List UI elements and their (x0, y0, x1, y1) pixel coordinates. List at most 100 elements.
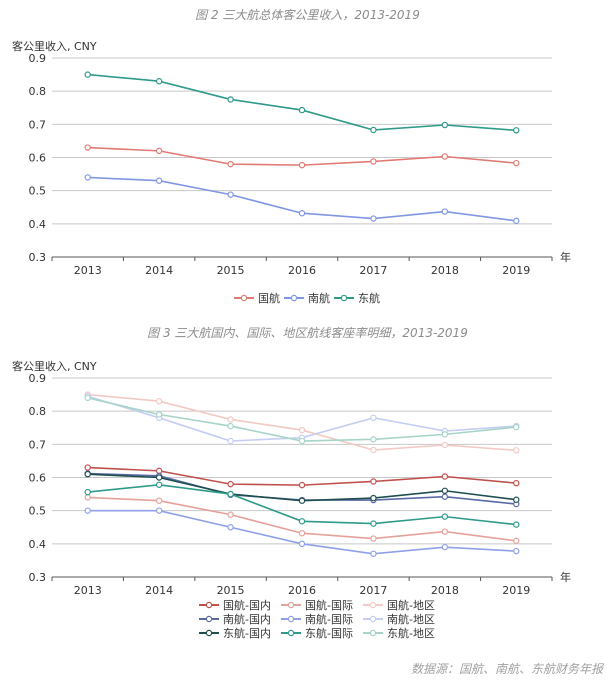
chart1-xtick-label: 2016 (288, 264, 316, 277)
chart2-xtick-label: 2015 (217, 584, 245, 597)
chart2-data-point (84, 507, 91, 514)
chart1-data-point (84, 71, 91, 78)
chart2-data-point (370, 414, 377, 422)
chart1-data-point (370, 158, 377, 165)
chart2-legend-marker (369, 629, 377, 637)
chart1-data-point (441, 121, 449, 129)
chart2-ytick-label: 0.7 (29, 438, 47, 451)
chart2-data-point (298, 518, 306, 525)
chart2-data-point (155, 411, 163, 418)
chart2-data-point (513, 447, 520, 454)
chart1-data-point (84, 174, 91, 181)
chart2-data-point (227, 490, 234, 498)
chart2-data-point (298, 497, 306, 504)
chart2-data-point (298, 426, 306, 434)
chart1-data-point (227, 160, 234, 168)
chart1-legend-marker (340, 294, 348, 302)
chart2-data-point (84, 494, 91, 501)
chart2-data-point (155, 474, 163, 481)
chart2-ytick-label: 0.3 (29, 571, 47, 584)
chart2-legend-label: 国航-地区 (387, 598, 435, 612)
chart2-data-point (227, 416, 234, 423)
chart1-legend-label: 南航 (308, 291, 330, 305)
chart2-data-point (370, 535, 377, 542)
chart2-data-point (370, 520, 377, 527)
chart1-data-point (513, 159, 520, 167)
chart2-xtick-label: 2016 (288, 584, 316, 597)
chart1-data-point (155, 177, 163, 184)
chart2-legend-label: 东航-国际 (305, 626, 353, 640)
chart2-ytick-label: 0.6 (29, 472, 47, 485)
chart2-legend-label: 南航-地区 (387, 612, 435, 626)
chart2-data-point (227, 511, 234, 518)
chart1-data-point (227, 96, 234, 103)
chart2-data-point (155, 481, 163, 488)
chart1-ytick-label: 0.5 (29, 185, 47, 198)
chart2-ylabel: 客公里收入, CNY (12, 359, 97, 373)
chart2-legend-marker (205, 615, 213, 623)
chart1-xtick-label: 2017 (359, 264, 387, 277)
chart2-data-point (370, 550, 377, 557)
chart2-data-point (298, 540, 306, 548)
chart1-data-point (298, 106, 306, 114)
chart2-legend-label: 国航-国内 (223, 598, 271, 612)
chart2-ytick-label: 0.4 (29, 538, 47, 551)
chart1-ytick-label: 0.4 (29, 218, 47, 231)
chart2: 客公里收入, CNY 0.3 0.4 0.5 0.6 0.7 0.8 0.9 2013 2014 2… (12, 359, 571, 640)
source-note: 数据源：国航、南航、东航财务年报 (410, 662, 603, 676)
chart1-data-point (513, 217, 520, 225)
chart2-data-point (513, 537, 520, 545)
chart1-xtick-label: 2018 (431, 264, 459, 277)
chart1-ylabel: 客公里收入, CNY (12, 39, 97, 53)
chart2-data-point (155, 497, 163, 504)
chart2-legend-marker (287, 615, 295, 623)
chart2-legend-marker (287, 601, 295, 609)
chart2-xlabel: 年 (560, 570, 571, 584)
chart1-legend-marker (240, 294, 248, 302)
chart1-data-point (441, 153, 449, 160)
chart2-ytick-label: 0.8 (29, 405, 47, 418)
chart2-title: 图 3 三大航国内、国际、地区航线客座率明细，2013-2019 (147, 326, 468, 340)
chart2-data-point (441, 493, 449, 500)
chart1-xtick-label: 2015 (217, 264, 245, 277)
chart2-data-point (84, 464, 91, 471)
chart2-legend-marker (287, 629, 295, 637)
chart1-ytick-label: 0.8 (29, 85, 47, 98)
chart1-ytick-label: 0.6 (29, 152, 47, 165)
chart1-xtick-label: 2013 (74, 264, 102, 277)
chart2-xtick-label: 2018 (431, 584, 459, 597)
chart2-legend-label: 南航-国际 (305, 612, 353, 626)
chart2-data-point (298, 481, 306, 489)
chart2-data-point (84, 488, 91, 496)
chart2-data-point (84, 470, 91, 478)
chart1-data-point (513, 127, 520, 134)
chart1-legend-marker (290, 294, 298, 302)
chart2-legend-label: 国航-国际 (305, 598, 353, 612)
chart2-legend-label: 东航-地区 (387, 626, 435, 640)
chart2-data-point (227, 480, 234, 488)
chart2-ytick-label: 0.5 (29, 505, 47, 518)
chart1: 客公里收入, CNY 0.3 0.4 0.5 0.6 0.7 0.8 0.9 2013 2014 2… (12, 39, 571, 305)
chart2-data-point (227, 524, 234, 531)
chart1-ytick-label: 0.7 (29, 118, 47, 131)
chart2-data-point (513, 496, 520, 503)
chart2-data-point (513, 521, 520, 528)
chart2-data-point (155, 507, 163, 514)
chart2-data-point (441, 513, 449, 520)
chart1-title: 图 2 三大航总体客公里收入，2013-2019 (195, 8, 420, 22)
chart2-data-point (370, 436, 377, 443)
chart2-data-point (441, 487, 449, 494)
chart2-data-point (441, 431, 449, 438)
chart1-ytick-label: 0.3 (29, 251, 47, 264)
chart1-legend-label: 国航 (258, 291, 280, 305)
chart2-data-point (227, 437, 234, 445)
chart2-data-point (370, 478, 377, 485)
chart2-data-point (155, 398, 163, 405)
chart2-data-point (441, 528, 449, 535)
chart2-data-point (84, 394, 91, 402)
chart2-ytick-label: 0.9 (29, 372, 47, 385)
chart1-xlabel: 年 (560, 250, 571, 264)
chart2-data-point (227, 422, 234, 430)
chart1-xtick-label: 2019 (502, 264, 530, 277)
chart2-data-point (298, 437, 306, 445)
